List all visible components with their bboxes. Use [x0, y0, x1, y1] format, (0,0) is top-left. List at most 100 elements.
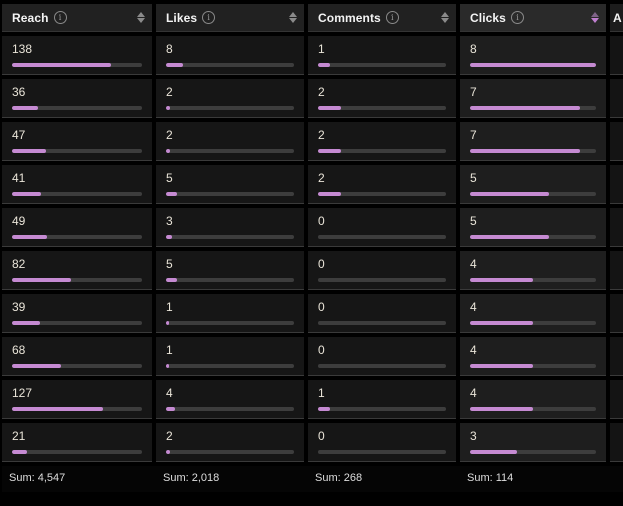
bar-track — [470, 364, 596, 368]
cell-value: 2 — [318, 171, 325, 185]
cell-value: 5 — [166, 171, 173, 185]
bar-track — [318, 321, 446, 325]
cell-value: 8 — [470, 42, 477, 56]
bar-fill — [166, 364, 169, 368]
cell-value: 21 — [12, 429, 26, 443]
cell-value: 1 — [166, 343, 173, 357]
bar-fill — [470, 235, 549, 239]
cell-value: 5 — [470, 171, 477, 185]
table-cell-clicks: 4 — [460, 294, 606, 333]
table-cell-likes: 5 — [156, 251, 304, 290]
table-cell-clicks: 5 — [460, 165, 606, 204]
cell-value: 3 — [166, 214, 173, 228]
table-cell-clicks: 4 — [460, 251, 606, 290]
bar-fill — [318, 407, 330, 411]
sort-descending-icon — [289, 18, 297, 23]
sort-ascending-icon — [441, 12, 449, 17]
bar-track — [12, 192, 142, 196]
bar-track — [470, 321, 596, 325]
cell-value: 2 — [166, 85, 173, 99]
table-cell-next-clipped — [610, 208, 623, 247]
bar-fill — [12, 149, 46, 153]
table-cell-next-clipped — [610, 337, 623, 376]
sort-descending-icon — [591, 18, 599, 23]
bar-fill — [166, 235, 173, 239]
bar-fill — [12, 278, 71, 282]
table-cell-reach: 49 — [2, 208, 152, 247]
cell-value: 5 — [166, 257, 173, 271]
column-header-comments[interactable]: Comments i — [308, 4, 456, 32]
sort-icon[interactable] — [591, 12, 599, 23]
table-cell-reach: 82 — [2, 251, 152, 290]
sort-descending-icon — [441, 18, 449, 23]
info-icon[interactable]: i — [202, 11, 216, 24]
cell-value: 0 — [318, 300, 325, 314]
table-cell-clicks: 4 — [460, 380, 606, 419]
sort-icon[interactable] — [137, 12, 145, 23]
bar-track — [318, 364, 446, 368]
info-icon[interactable]: i — [385, 11, 399, 24]
bar-track — [470, 450, 596, 454]
column-label: Reach — [12, 10, 49, 25]
table-cell-reach: 21 — [2, 423, 152, 462]
cell-value: 0 — [318, 257, 325, 271]
table-cell-likes: 2 — [156, 122, 304, 161]
bar-track — [318, 407, 446, 411]
bar-fill — [12, 450, 27, 454]
column-header-clicks[interactable]: Clicks i — [460, 4, 606, 32]
table-cell-likes: 2 — [156, 79, 304, 118]
table-cell-clicks: 5 — [460, 208, 606, 247]
bar-fill — [318, 106, 342, 110]
info-icon[interactable]: i — [53, 11, 67, 24]
cell-value: 5 — [470, 214, 477, 228]
bar-track — [12, 235, 142, 239]
table-cell-comments: 0 — [308, 208, 456, 247]
bar-fill — [318, 149, 342, 153]
column-sum-clicks: Sum: 114 — [467, 472, 514, 484]
analytics-table: Reach i Likes i Comments i Clicks i A 138 8 1 8 36 2 2 7… — [2, 4, 623, 492]
bar-fill — [166, 63, 184, 67]
footer-sum-row: Sum: 4,547 Sum: 2,018 Sum: 268 Sum: 114 — [2, 466, 623, 492]
bar-track — [318, 235, 446, 239]
bar-fill — [166, 450, 171, 454]
table-cell-next-clipped — [610, 36, 623, 75]
column-header-next-clipped[interactable]: A — [610, 4, 623, 32]
column-label: A — [613, 10, 622, 25]
bar-track — [318, 63, 446, 67]
bar-fill — [470, 407, 533, 411]
cell-value: 4 — [470, 300, 477, 314]
table-cell-next-clipped — [610, 79, 623, 118]
cell-value: 127 — [12, 386, 33, 400]
sort-icon[interactable] — [441, 12, 449, 23]
bar-track — [166, 149, 294, 153]
bar-track — [470, 278, 596, 282]
cell-value: 1 — [318, 42, 325, 56]
cell-value: 2 — [166, 429, 173, 443]
bar-track — [318, 106, 446, 110]
info-icon[interactable]: i — [510, 11, 524, 24]
column-label: Comments — [318, 10, 381, 25]
cell-value: 68 — [12, 343, 26, 357]
bar-track — [166, 450, 294, 454]
bar-fill — [166, 192, 177, 196]
cell-value: 0 — [318, 429, 325, 443]
table-cell-reach: 68 — [2, 337, 152, 376]
table-cell-likes: 2 — [156, 423, 304, 462]
bar-fill — [166, 407, 175, 411]
bar-fill — [470, 278, 533, 282]
column-header-reach[interactable]: Reach i — [2, 4, 152, 32]
cell-value: 3 — [470, 429, 477, 443]
cell-value: 4 — [470, 343, 477, 357]
cell-value: 7 — [470, 128, 477, 142]
bar-track — [166, 321, 294, 325]
bar-track — [166, 278, 294, 282]
column-header-likes[interactable]: Likes i — [156, 4, 304, 32]
table-cell-comments: 1 — [308, 380, 456, 419]
cell-value: 1 — [318, 386, 325, 400]
bar-fill — [12, 192, 42, 196]
sort-ascending-icon — [137, 12, 145, 17]
bar-fill — [12, 364, 61, 368]
sort-ascending-icon — [289, 12, 297, 17]
table-cell-clicks: 7 — [460, 79, 606, 118]
sort-icon[interactable] — [289, 12, 297, 23]
